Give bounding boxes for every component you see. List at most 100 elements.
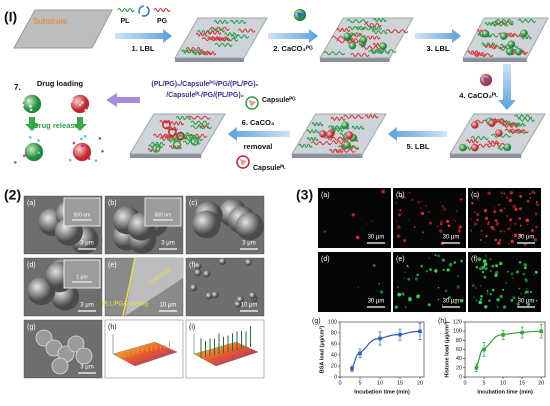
panel-tag: (h): [438, 318, 447, 325]
core-icon: [240, 159, 247, 166]
fluorescence-spot: [508, 198, 513, 203]
particle-image: [235, 212, 264, 241]
core-icon: [249, 100, 256, 107]
core-icon: [483, 77, 490, 84]
panel-tag: (f): [471, 256, 478, 263]
fluorescence-spot: [425, 205, 427, 207]
drug-dot: [21, 104, 25, 107]
particle: [343, 141, 351, 149]
fluorescence-spot: [425, 270, 428, 273]
fluorescence-spot: [479, 238, 482, 242]
capsule: [168, 128, 177, 137]
fluorescence-spot: [446, 268, 450, 272]
particle-image: [236, 296, 244, 304]
drug-dot: [84, 108, 87, 112]
fluorescence-spot: [442, 207, 447, 212]
polymer-chain: [211, 36, 231, 41]
fluorescence-spot: [417, 200, 421, 204]
polymer-chain: [385, 29, 409, 34]
y-tick-label: 40: [456, 356, 462, 362]
fluorescence-spot: [481, 265, 485, 270]
fluorescence-spot: [493, 228, 496, 232]
fluorescence-spot: [489, 226, 492, 228]
fluorescence-spot: [351, 213, 355, 217]
point: [539, 329, 543, 333]
particle: [345, 131, 354, 139]
fluorescence-spot: [408, 296, 412, 300]
particle-image: [211, 291, 219, 299]
particle: [471, 121, 479, 129]
fluorescence-spot: [484, 216, 489, 220]
fluorescence-spot: [453, 261, 457, 264]
fluorescence-spot: [519, 194, 523, 198]
fluorescence-spot: [518, 217, 522, 220]
fluorescence-spot: [497, 203, 501, 206]
particle: [459, 143, 467, 152]
fluorescence-spot: [407, 218, 410, 221]
fluorescence-spot: [396, 220, 398, 222]
step-label: Drug loading: [37, 79, 84, 88]
drug-dot: [68, 158, 72, 162]
fluorescence-spot: [497, 241, 501, 245]
scale-label: 30 μm: [368, 299, 385, 305]
fluorescence-image: [468, 188, 541, 248]
particle-image: [219, 258, 227, 266]
polymer-chain: [487, 140, 500, 145]
fluorescence-spot: [535, 299, 538, 302]
y-tick-label: 120: [453, 319, 462, 325]
fluorescence-spot: [394, 305, 398, 309]
release-arrow: [25, 117, 39, 131]
polymer-chain: [298, 143, 313, 148]
fluorescence-spot: [437, 254, 440, 258]
step-label: 4. CaCO₃ᴾᴸ: [459, 91, 498, 100]
fluorescence-spot: [525, 288, 528, 290]
y-tick-label: 20: [331, 363, 337, 369]
fluorescence-spot: [514, 222, 517, 225]
polymer-chain: [364, 114, 379, 119]
fluorescence-spot: [456, 285, 460, 289]
panel-tag: (a): [321, 192, 330, 199]
polymer-chain: [374, 48, 397, 54]
fluorescence-spot: [447, 296, 451, 300]
fluorescence-spot: [495, 222, 500, 226]
fluorescence-spot: [531, 190, 535, 194]
polymer-chain: [336, 27, 351, 32]
fluorescence-spot: [491, 264, 495, 268]
fluorescence-spot: [513, 233, 518, 238]
particle: [507, 40, 516, 49]
fluorescence-spot: [398, 213, 401, 217]
step-label: 6. CaCO₃: [242, 118, 275, 127]
fluorescence-spot: [434, 253, 437, 257]
fluorescence-spot: [503, 192, 506, 195]
fluorescence-spot: [523, 266, 527, 270]
fluorescence-spot: [403, 196, 407, 199]
polymer-chain: [214, 42, 233, 47]
capsule: [172, 140, 182, 150]
polymer-chain: [470, 136, 489, 141]
fluorescence-spot: [509, 218, 513, 222]
fluorescence-spot: [437, 287, 440, 289]
inset: [63, 259, 101, 289]
fluorescence-spot: [484, 268, 487, 271]
fluorescence-spot: [477, 257, 482, 262]
particle: [495, 129, 503, 137]
fluorescence-spot: [476, 218, 479, 222]
fluorescence-spot: [499, 208, 503, 213]
exchange-icon: [138, 5, 150, 17]
fluorescence-spot: [499, 294, 503, 299]
polymer-chain: [213, 19, 229, 24]
fluorescence-spot: [486, 292, 489, 295]
fluorescence-spot: [441, 205, 445, 208]
fluorescence-spot: [473, 296, 476, 299]
fluorescence-spot: [475, 195, 478, 198]
fluorescence-spot: [452, 219, 454, 221]
drug-dot: [22, 99, 25, 102]
fluorescence-spot: [376, 290, 378, 292]
polymer-chain: [188, 115, 211, 120]
polymer-chain: [117, 7, 135, 13]
fluorescence-spot: [407, 277, 411, 281]
fluorescence-spot: [507, 270, 509, 273]
point: [482, 347, 486, 352]
fluorescence-spot: [441, 258, 446, 262]
x-axis-label: Incubation time (min): [477, 389, 533, 395]
